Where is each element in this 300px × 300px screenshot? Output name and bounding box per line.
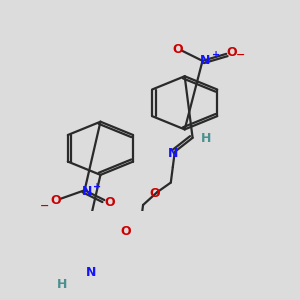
Text: +: +	[93, 182, 102, 192]
Text: N: N	[86, 266, 97, 279]
Text: −: −	[236, 50, 245, 60]
Text: N: N	[200, 54, 211, 67]
Text: O: O	[104, 196, 115, 209]
Text: H: H	[201, 132, 212, 145]
Text: O: O	[120, 225, 130, 238]
Text: O: O	[226, 46, 237, 59]
Text: −: −	[40, 201, 50, 211]
Text: H: H	[57, 278, 67, 291]
Text: N: N	[81, 185, 92, 198]
Text: +: +	[212, 50, 220, 60]
Text: O: O	[150, 187, 160, 200]
Text: O: O	[172, 43, 183, 56]
Text: O: O	[51, 194, 61, 207]
Text: N: N	[168, 147, 178, 160]
